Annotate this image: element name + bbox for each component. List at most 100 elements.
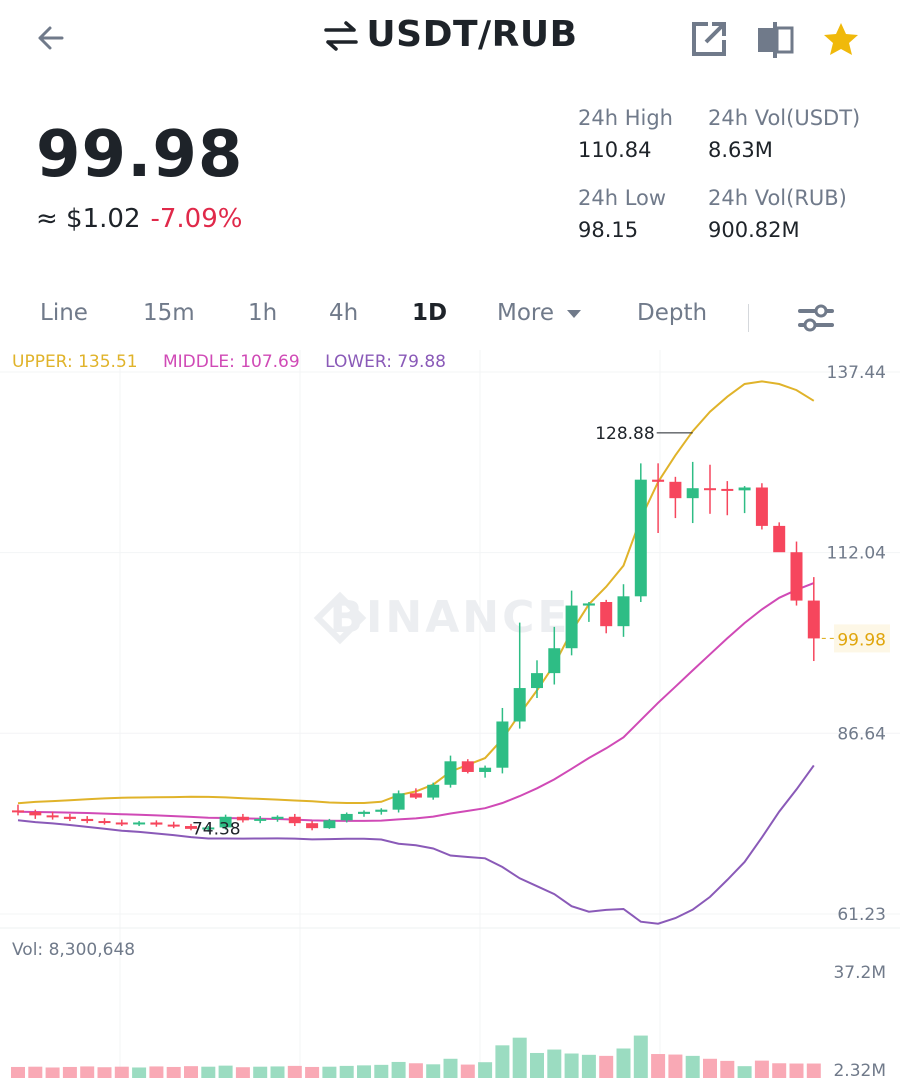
stat-label: 24h Low: [578, 186, 667, 210]
stat-value: 98.15: [578, 218, 639, 242]
candle-body: [288, 816, 301, 824]
price-axis-label: 86.64: [837, 724, 886, 744]
chart-settings-button[interactable]: [796, 298, 836, 338]
boll-lower-line: [17, 764, 815, 925]
volume-label: Vol: 8,300,648: [12, 940, 136, 960]
candle-body: [444, 761, 457, 785]
volume-bar: [28, 1066, 43, 1078]
candle-body: [185, 826, 197, 829]
price-sub: ≈ $1.02 -7.09%: [36, 204, 242, 234]
volume-bar: [668, 1054, 683, 1078]
boll-middle: MIDDLE: 107.69: [163, 352, 300, 372]
volume-bar: [599, 1055, 614, 1078]
interval-tabs: Line 15m 1h 4h 1D More Depth: [0, 290, 900, 346]
volume-bar: [11, 1066, 25, 1078]
candle-body: [773, 525, 786, 553]
candle-body: [12, 810, 24, 813]
split-view-button[interactable]: [754, 18, 796, 60]
volume-bar: [270, 1066, 285, 1078]
volume-axis-label: 2.32M: [833, 1061, 886, 1078]
share-button[interactable]: [688, 18, 730, 60]
candle-body: [513, 688, 526, 722]
volume-bar: [184, 1066, 198, 1078]
volume-bar: [772, 1063, 787, 1078]
candle-body: [807, 600, 820, 639]
price-change: -7.09%: [150, 204, 243, 234]
tab-4h[interactable]: 4h: [329, 300, 359, 326]
candle-body: [409, 793, 422, 798]
candle-body: [790, 552, 803, 601]
candle-body: [271, 816, 284, 819]
candle-body: [340, 813, 353, 821]
volume-bar: [149, 1066, 164, 1078]
last-price-tag: 99.98: [837, 630, 886, 650]
tab-line[interactable]: Line: [40, 300, 88, 326]
tab-1h[interactable]: 1h: [248, 300, 278, 326]
favorite-button[interactable]: [820, 18, 862, 60]
back-button[interactable]: [32, 18, 76, 58]
volume-bar: [97, 1067, 112, 1078]
tab-15m[interactable]: 15m: [143, 300, 195, 326]
volume-bar: [391, 1061, 406, 1078]
candle-body: [306, 823, 319, 829]
volume-bar: [218, 1065, 233, 1078]
candle-body: [652, 479, 665, 482]
star-icon: [824, 23, 858, 55]
candle-body: [375, 809, 388, 812]
caret-down-icon: [567, 310, 582, 318]
volume-bar: [374, 1064, 389, 1078]
candle-body: [254, 818, 267, 821]
tab-depth[interactable]: Depth: [637, 300, 708, 326]
stat-label: 24h Vol(RUB): [708, 186, 847, 210]
candle-body: [323, 820, 336, 829]
candle-body: [29, 811, 42, 816]
volume-bar: [235, 1067, 250, 1078]
tab-divider: [748, 304, 749, 332]
candle-body: [634, 479, 647, 597]
volume-bar: [305, 1066, 320, 1078]
volume-bar: [789, 1063, 804, 1078]
candle-body: [167, 824, 180, 827]
volume-bar: [426, 1064, 441, 1078]
volume-bar: [132, 1067, 147, 1078]
stat-value: 8.63M: [708, 138, 773, 162]
candle-body: [531, 673, 543, 689]
high-marker-label: 128.88: [595, 424, 654, 444]
volume-bar: [253, 1066, 268, 1078]
volume-bar: [80, 1066, 95, 1078]
candle-body: [427, 784, 440, 798]
fiat-value: ≈ $1.02: [36, 204, 141, 234]
volume-bar: [616, 1048, 631, 1078]
tab-more[interactable]: More: [497, 300, 583, 326]
volume-bar: [703, 1058, 717, 1078]
stat-value: 110.84: [578, 138, 652, 162]
pair-title: USDT/RUB: [366, 14, 578, 55]
volume-bar: [460, 1064, 475, 1078]
candle-body: [46, 815, 59, 818]
candle-body: [704, 488, 716, 491]
candle-body: [236, 816, 249, 821]
volume-bar: [114, 1066, 129, 1078]
sliders-icon: [798, 304, 834, 332]
pair-selector[interactable]: USDT/RUB: [0, 14, 900, 55]
boll-lower: LOWER: 79.88: [325, 352, 446, 372]
swap-arrows-icon: [322, 18, 360, 54]
volume-bar: [685, 1055, 700, 1078]
candle-body: [219, 816, 232, 828]
boll-upper: UPPER: 135.51: [12, 352, 138, 372]
volume-bar: [322, 1066, 337, 1078]
candle-body: [133, 822, 146, 825]
volume-bar: [443, 1058, 458, 1078]
price-axis-label: 137.44: [827, 363, 886, 383]
volume-bar: [651, 1054, 666, 1078]
volume-bar: [495, 1045, 510, 1078]
candlestick-chart[interactable]: 137.44 112.04 86.64 61.23 BINANCE 128.88 74.38…: [0, 348, 900, 1078]
low-marker-label: 74.38: [192, 819, 241, 839]
stat-label: 24h High: [578, 106, 673, 130]
stat-24h-vol-usdt: 24h Vol(USDT) 8.63M: [708, 106, 860, 162]
candle-body: [738, 487, 751, 491]
candle-body: [617, 596, 630, 627]
candle-body: [202, 827, 215, 830]
volume-bar: [737, 1066, 752, 1078]
tab-1d[interactable]: 1D: [412, 300, 448, 326]
